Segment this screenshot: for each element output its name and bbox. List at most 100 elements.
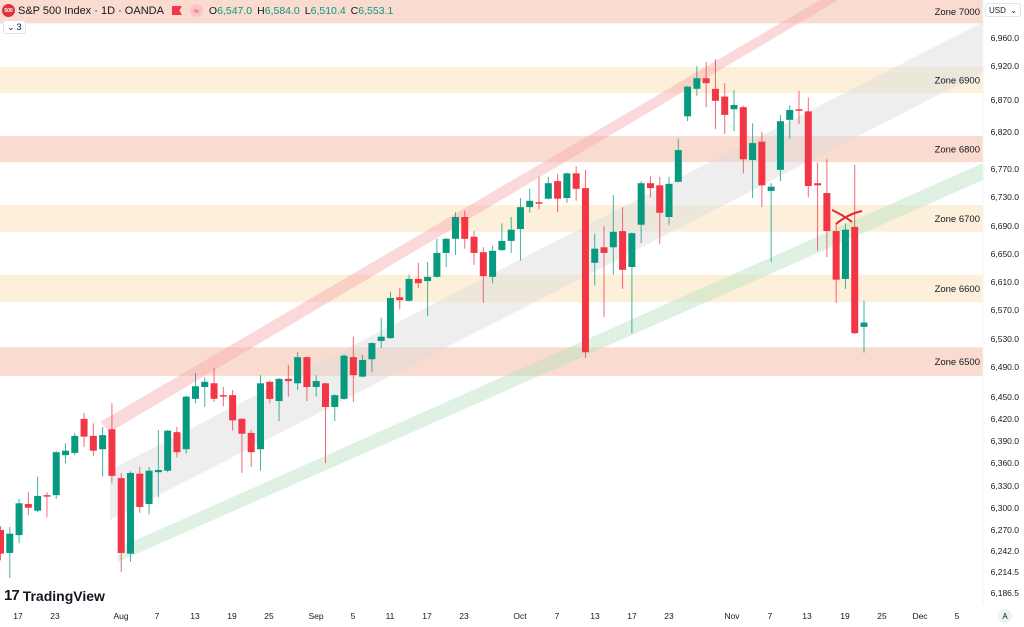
candle[interactable] <box>489 245 497 284</box>
zone-band[interactable] <box>0 274 983 303</box>
candle[interactable] <box>451 212 459 256</box>
candle[interactable] <box>312 375 320 397</box>
candle[interactable] <box>711 59 719 129</box>
candle[interactable] <box>321 382 329 464</box>
candle[interactable] <box>80 412 88 447</box>
candle[interactable] <box>721 83 729 134</box>
time-axis[interactable]: 17 23 Aug 7 13 19 25 Sep 5 11 17 23 Oct 7 13 17 23 Nov 7 13… <box>13 611 959 621</box>
tradingview-logo[interactable]: 17 TradingView <box>4 587 105 604</box>
candle[interactable] <box>600 226 608 317</box>
price-axis[interactable]: 6,960.0 6,920.0 6,870.0 6,820.0 6,770.0 6,730… <box>991 33 1020 598</box>
candle[interactable] <box>24 492 32 516</box>
x-mark-annotation[interactable] <box>831 209 863 225</box>
candle[interactable] <box>414 262 422 289</box>
candle[interactable] <box>832 223 840 303</box>
candle[interactable] <box>572 166 580 201</box>
candle[interactable] <box>210 367 218 402</box>
candle[interactable] <box>340 354 348 400</box>
candle[interactable] <box>619 207 627 289</box>
candle[interactable] <box>182 395 190 454</box>
candle[interactable] <box>767 183 775 263</box>
candle[interactable] <box>61 443 69 464</box>
candle[interactable] <box>405 274 413 302</box>
candle[interactable] <box>563 172 571 203</box>
candle[interactable] <box>424 262 432 317</box>
approx-icon[interactable]: ≈ <box>189 4 203 17</box>
candle[interactable] <box>145 467 153 515</box>
candle[interactable] <box>498 223 506 251</box>
candle[interactable] <box>15 498 23 544</box>
candle[interactable] <box>470 231 478 265</box>
candle[interactable] <box>461 210 469 249</box>
candle[interactable] <box>739 105 747 174</box>
symbol-title[interactable]: S&P 500 Index · 1D · OANDA <box>18 4 164 17</box>
symbol-legend[interactable]: 500 S&P 500 Index · 1D · OANDA ≈ O6,547.… <box>2 2 398 19</box>
auto-scale-button[interactable]: A <box>998 609 1012 623</box>
candle[interactable] <box>749 123 757 198</box>
candle[interactable] <box>776 114 784 182</box>
candle[interactable] <box>786 105 794 139</box>
currency-selector[interactable]: USD ⌄ <box>985 3 1021 17</box>
candle[interactable] <box>684 86 692 122</box>
candle[interactable] <box>637 181 645 244</box>
candle[interactable] <box>804 97 812 198</box>
candle[interactable] <box>841 223 849 289</box>
candle[interactable] <box>89 423 97 456</box>
candle[interactable] <box>256 375 264 471</box>
candle[interactable] <box>674 138 682 183</box>
candle[interactable] <box>43 492 51 518</box>
zone-band[interactable] <box>0 67 983 94</box>
candle[interactable] <box>591 233 599 286</box>
candle[interactable] <box>219 387 227 407</box>
candle[interactable] <box>814 162 822 251</box>
candle[interactable] <box>173 427 181 458</box>
candle[interactable] <box>860 300 868 353</box>
candle[interactable] <box>303 356 311 402</box>
candle[interactable] <box>795 90 803 125</box>
candle[interactable] <box>154 429 162 498</box>
candle[interactable] <box>851 164 859 334</box>
candle[interactable] <box>554 174 562 213</box>
candle[interactable] <box>229 389 237 431</box>
candle[interactable] <box>136 467 144 513</box>
zone-band[interactable] <box>0 205 983 232</box>
candle[interactable] <box>294 352 302 390</box>
candle[interactable] <box>117 472 125 573</box>
indicators-collapse-button[interactable]: ⌄ 3 <box>3 20 26 34</box>
candle[interactable] <box>535 176 543 210</box>
candle[interactable] <box>702 62 710 108</box>
candle[interactable] <box>71 432 79 456</box>
candle[interactable] <box>581 169 589 358</box>
candle[interactable] <box>284 364 292 397</box>
candle[interactable] <box>377 317 385 348</box>
candle[interactable] <box>693 66 701 96</box>
candle[interactable] <box>823 159 831 258</box>
lower-green-channel[interactable] <box>118 163 983 562</box>
candle[interactable] <box>201 377 209 407</box>
candle[interactable] <box>99 427 107 477</box>
candle[interactable] <box>331 394 339 422</box>
candle[interactable] <box>507 217 515 253</box>
candle[interactable] <box>442 238 450 267</box>
upper-red-channel[interactable] <box>100 0 838 432</box>
candle[interactable] <box>6 527 14 579</box>
candle[interactable] <box>359 355 367 378</box>
candle[interactable] <box>238 418 246 473</box>
candle[interactable] <box>479 247 487 303</box>
candle[interactable] <box>526 188 534 213</box>
flag-icon[interactable] <box>171 6 182 15</box>
candle[interactable] <box>646 176 654 198</box>
candle[interactable] <box>247 429 255 467</box>
candle[interactable] <box>396 288 404 310</box>
candle[interactable] <box>126 471 134 562</box>
candle[interactable] <box>628 232 636 334</box>
candle[interactable] <box>368 342 376 373</box>
candle[interactable] <box>266 380 274 404</box>
candle[interactable] <box>349 336 357 402</box>
zone-band[interactable] <box>0 347 983 376</box>
candle[interactable] <box>758 131 766 208</box>
candle[interactable] <box>656 176 664 244</box>
candle[interactable] <box>730 90 738 132</box>
candle[interactable] <box>164 429 172 473</box>
